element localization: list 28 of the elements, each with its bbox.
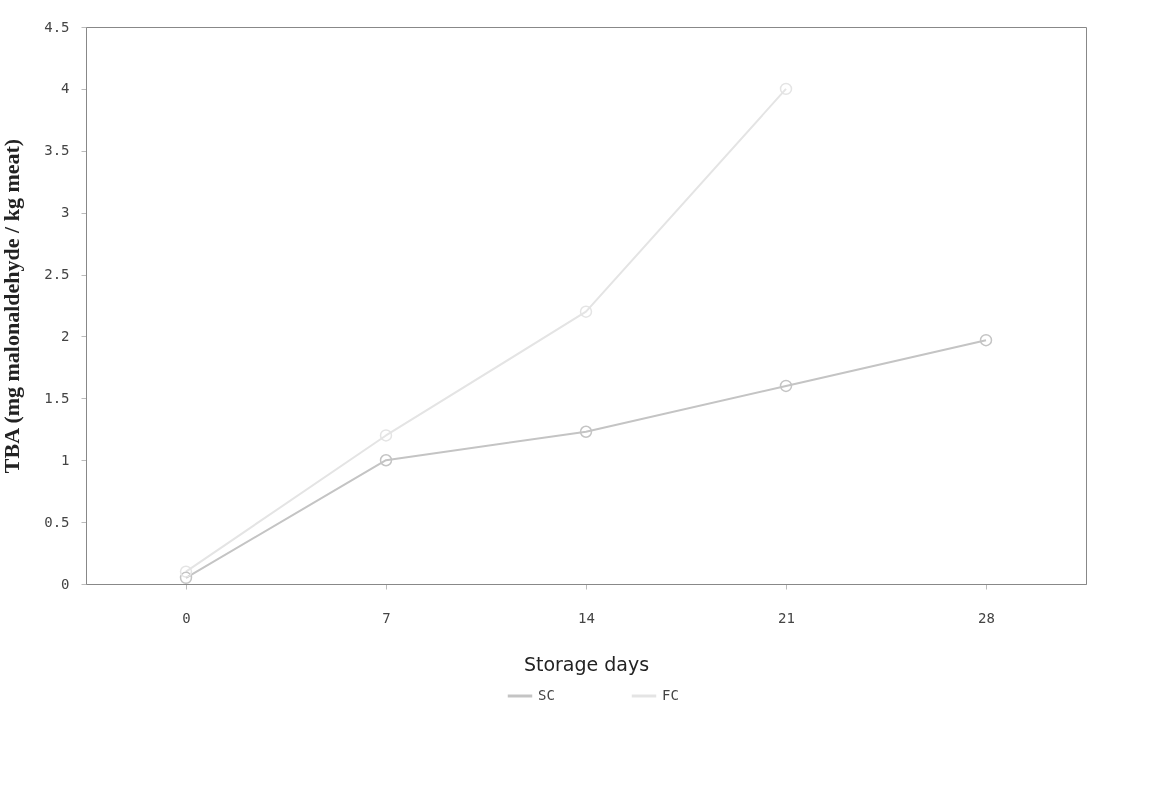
legend-label: SC — [538, 687, 555, 703]
point — [379, 429, 393, 442]
point — [179, 565, 193, 578]
point — [779, 82, 793, 96]
y-tick-label: 2.5 — [44, 266, 70, 283]
point — [979, 333, 993, 347]
x-tick-label: 7 — [382, 609, 391, 626]
y-axis-title: TBA (mg malonaldehyde / kg meat) — [0, 138, 25, 474]
point — [579, 425, 593, 438]
x-tick-label: 0 — [182, 609, 191, 626]
y-tick-label: 2 — [61, 327, 70, 344]
y-tick-label: 0.5 — [44, 513, 70, 530]
y-tick-label: 1.5 — [44, 389, 70, 406]
legend-label: FC — [662, 687, 679, 703]
x-axis-title: Storage days — [523, 652, 650, 675]
y-tick-label: 4.5 — [44, 18, 70, 35]
point — [179, 571, 193, 585]
point — [779, 379, 793, 393]
point — [379, 454, 393, 467]
y-tick-label: 4 — [61, 80, 70, 97]
x-tick-label: 28 — [978, 609, 995, 626]
y-tick-label: 1 — [61, 451, 70, 468]
y-tick-label: 0 — [61, 575, 70, 592]
y-tick-label: 3.5 — [44, 142, 70, 159]
x-tick-label: 21 — [778, 609, 795, 626]
y-tick-label: 3 — [61, 204, 70, 221]
point — [579, 305, 593, 318]
x-tick-label: 14 — [578, 609, 595, 626]
